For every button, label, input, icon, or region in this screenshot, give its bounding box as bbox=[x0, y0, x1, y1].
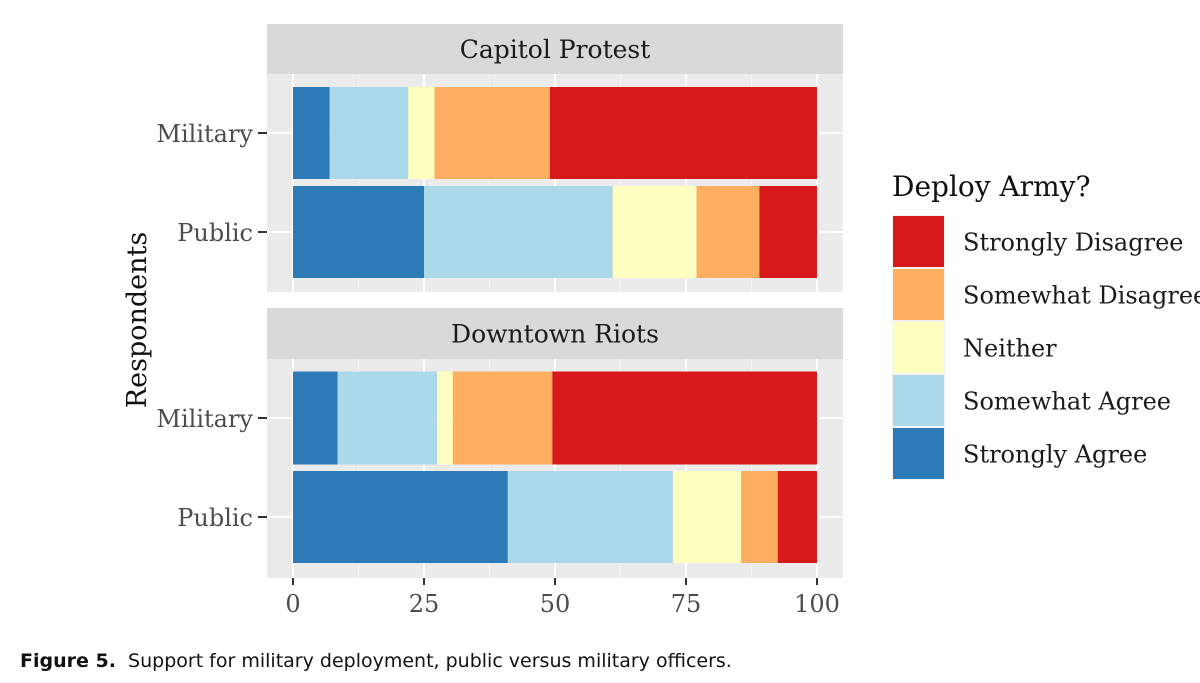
legend-label: Somewhat Disagree bbox=[963, 282, 1200, 310]
x-tick-label: 0 bbox=[285, 590, 300, 618]
figure-caption-text: Support for military deployment, public … bbox=[128, 650, 732, 672]
x-tick-label: 75 bbox=[671, 590, 702, 618]
bar-segment-strongly-disagree bbox=[759, 186, 817, 278]
legend-label: Strongly Agree bbox=[963, 441, 1147, 469]
legend-key bbox=[893, 375, 944, 426]
bar-segment-somewhat-agree bbox=[507, 471, 673, 563]
legend-key bbox=[893, 269, 944, 320]
x-tick-label: 100 bbox=[794, 590, 840, 618]
legend: Deploy Army? Strongly Disagree Somewhat D… bbox=[892, 170, 1200, 480]
y-tick-label: Military bbox=[156, 120, 253, 148]
facet-strip bbox=[267, 24, 843, 74]
bar-segment-neither bbox=[437, 371, 453, 465]
x-axis: 0 25 50 75 100 bbox=[285, 578, 840, 618]
bar-segment-somewhat-disagree bbox=[696, 186, 760, 278]
legend-label: Somewhat Agree bbox=[963, 388, 1171, 416]
legend-label: Strongly Disagree bbox=[963, 229, 1183, 257]
facet-strip bbox=[267, 308, 843, 359]
figure-caption-label: Figure 5. bbox=[20, 650, 116, 672]
bar-segment-strongly-agree bbox=[293, 471, 508, 563]
facet-panel: Capitol Protest Military Public bbox=[156, 24, 843, 292]
figure-caption: Figure 5. Support for military deploymen… bbox=[20, 650, 732, 672]
bar-segment-strongly-agree bbox=[293, 371, 338, 465]
legend-key bbox=[893, 216, 944, 267]
bar-segment-strongly-disagree bbox=[777, 471, 817, 563]
bar-segment-somewhat-disagree bbox=[452, 371, 553, 465]
y-tick-label: Military bbox=[156, 405, 253, 433]
bar-segment-somewhat-agree bbox=[329, 87, 409, 179]
facet-title: Capitol Protest bbox=[460, 35, 651, 64]
chart: Respondents Capitol Protest Military Publi… bbox=[122, 24, 1200, 618]
x-tick-label: 25 bbox=[409, 590, 440, 618]
bar-segment-somewhat-agree bbox=[424, 186, 613, 278]
legend-key bbox=[893, 322, 944, 373]
facet-title: Downtown Riots bbox=[451, 320, 659, 349]
y-axis-title: Respondents bbox=[122, 232, 153, 408]
bar-segment-strongly-disagree bbox=[552, 371, 817, 465]
bar-segment-somewhat-disagree bbox=[741, 471, 778, 563]
x-tick-label: 50 bbox=[540, 590, 571, 618]
bar-segment-somewhat-disagree bbox=[434, 87, 550, 179]
y-tick-label: Public bbox=[177, 504, 253, 532]
bar-segment-strongly-disagree bbox=[549, 87, 817, 179]
facet-panel: Downtown Riots Military Public bbox=[156, 308, 843, 578]
bar-segment-somewhat-agree bbox=[337, 371, 438, 465]
legend-label: Neither bbox=[963, 335, 1057, 363]
bar-segment-strongly-agree bbox=[293, 87, 330, 179]
y-tick-label: Public bbox=[177, 219, 253, 247]
bar-segment-strongly-agree bbox=[293, 186, 424, 278]
bar-segment-neither bbox=[612, 186, 697, 278]
bar-segment-neither bbox=[408, 87, 435, 179]
bar-segment-neither bbox=[672, 471, 742, 563]
legend-title: Deploy Army? bbox=[892, 170, 1090, 203]
legend-key bbox=[893, 428, 944, 479]
